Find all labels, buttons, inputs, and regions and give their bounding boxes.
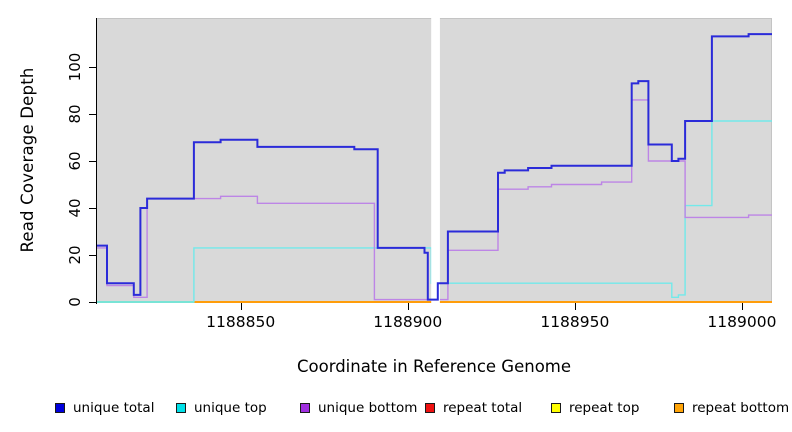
no-data-gap [431, 18, 440, 303]
x-tick-label: 1188900 [373, 313, 443, 331]
y-tick-mark [89, 67, 96, 68]
y-tick-label: 60 [66, 151, 84, 171]
x-tick-mark [574, 303, 576, 310]
legend-swatch-unique-total [55, 403, 65, 413]
y-tick-label: 20 [66, 245, 84, 265]
y-tick-label: 80 [66, 104, 84, 124]
legend: unique total unique top unique bottom repea… [0, 398, 792, 422]
y-tick-mark [89, 302, 96, 303]
y-tick-mark [89, 255, 96, 256]
y-axis-line [96, 18, 97, 304]
legend-label: repeat bottom [692, 400, 790, 416]
legend-swatch-unique-bottom [300, 403, 310, 413]
legend-item-unique-total: unique total [55, 398, 154, 418]
legend-label: unique bottom [318, 400, 418, 416]
x-tick-label: 1188850 [206, 313, 276, 331]
legend-label: repeat total [443, 400, 523, 416]
y-tick-mark [89, 208, 96, 209]
legend-item-repeat-top: repeat top [551, 398, 639, 418]
y-axis-title: Read Coverage Depth [18, 67, 37, 253]
legend-item-repeat-total: repeat total [425, 398, 522, 418]
legend-swatch-repeat-total [425, 403, 435, 413]
legend-swatch-unique-top [176, 403, 186, 413]
legend-swatch-repeat-bottom [674, 403, 684, 413]
legend-item-repeat-bottom: repeat bottom [674, 398, 789, 418]
x-axis-title: Coordinate in Reference Genome [296, 357, 572, 376]
y-tick-label: 100 [66, 52, 84, 82]
y-tick-mark [89, 114, 96, 115]
plot-area [97, 18, 772, 303]
x-tick-label: 1188950 [540, 313, 610, 331]
x-tick-mark [741, 303, 743, 310]
y-tick-mark [89, 161, 96, 162]
legend-label: unique top [194, 400, 267, 416]
legend-item-unique-top: unique top [176, 398, 267, 418]
x-tick-mark [240, 303, 242, 310]
coverage-step-chart [97, 18, 772, 303]
plot-frame [97, 18, 772, 303]
legend-label: unique total [73, 400, 155, 416]
x-tick-label: 1189000 [707, 313, 777, 331]
y-tick-label: 40 [66, 198, 84, 218]
legend-item-unique-bottom: unique bottom [300, 398, 417, 418]
legend-swatch-repeat-top [551, 403, 561, 413]
legend-label: repeat top [569, 400, 640, 416]
x-tick-mark [407, 303, 409, 310]
series-unique-top [97, 120, 772, 303]
y-tick-label: 0 [66, 297, 84, 307]
series-unique-total [97, 33, 772, 301]
